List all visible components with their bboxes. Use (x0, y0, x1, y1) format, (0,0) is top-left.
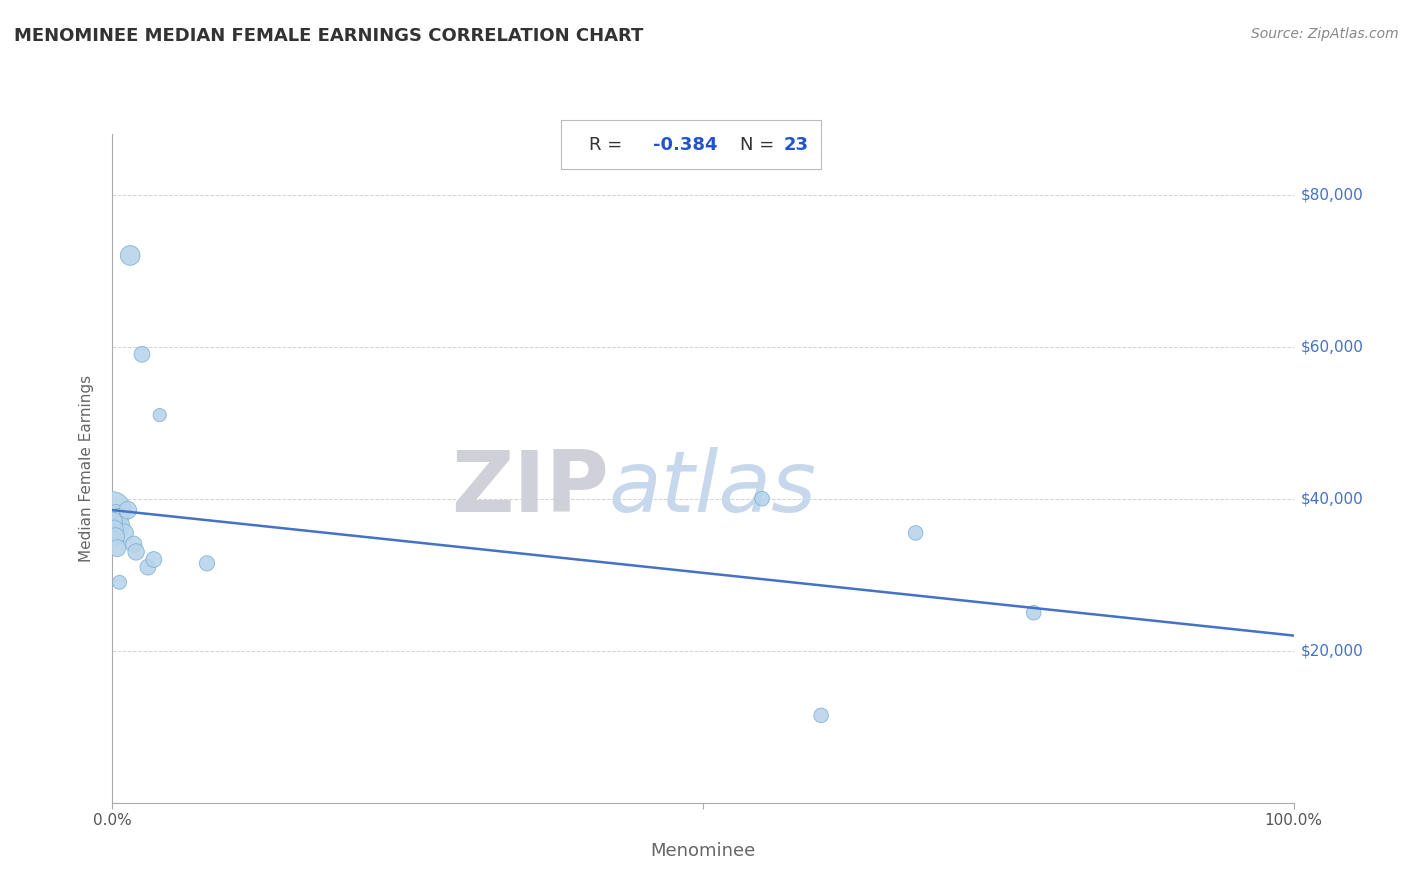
Point (125, 545, 148, 559)
Point (195, 557, 218, 571)
Text: $40,000: $40,000 (1301, 491, 1364, 506)
Point (142, 552, 165, 566)
Point (136, 560, 159, 574)
Point (120, 248, 142, 262)
Point (107, 510, 129, 524)
Point (904, 525, 927, 540)
Point (103, 522, 125, 536)
Point (112, 525, 135, 540)
Point (110, 518, 132, 533)
Text: $60,000: $60,000 (1301, 339, 1364, 354)
Point (104, 530, 127, 544)
Point (101, 515, 124, 529)
Point (131, 347, 153, 361)
Text: atlas: atlas (609, 447, 817, 530)
Point (122, 537, 145, 551)
Point (810, 708, 832, 723)
Text: MENOMINEE MEDIAN FEMALE EARNINGS CORRELATION CHART: MENOMINEE MEDIAN FEMALE EARNINGS CORRELA… (14, 27, 644, 45)
Text: N =: N = (740, 136, 780, 154)
Text: $80,000: $80,000 (1301, 187, 1364, 202)
Point (105, 541, 128, 555)
Point (751, 491, 773, 506)
Point (149, 408, 172, 422)
Y-axis label: Median Female Earnings: Median Female Earnings (79, 375, 94, 562)
Point (101, 503, 124, 517)
Text: -0.384: -0.384 (652, 136, 717, 154)
Text: R =: R = (589, 136, 628, 154)
Point (117, 503, 139, 517)
Point (108, 575, 131, 590)
Text: $20,000: $20,000 (1301, 643, 1364, 658)
Point (105, 507, 128, 521)
X-axis label: Menominee: Menominee (651, 842, 755, 860)
Text: Source: ZipAtlas.com: Source: ZipAtlas.com (1251, 27, 1399, 41)
Text: ZIP: ZIP (451, 447, 609, 530)
Point (1022, 606, 1045, 620)
Text: 23: 23 (783, 136, 808, 154)
